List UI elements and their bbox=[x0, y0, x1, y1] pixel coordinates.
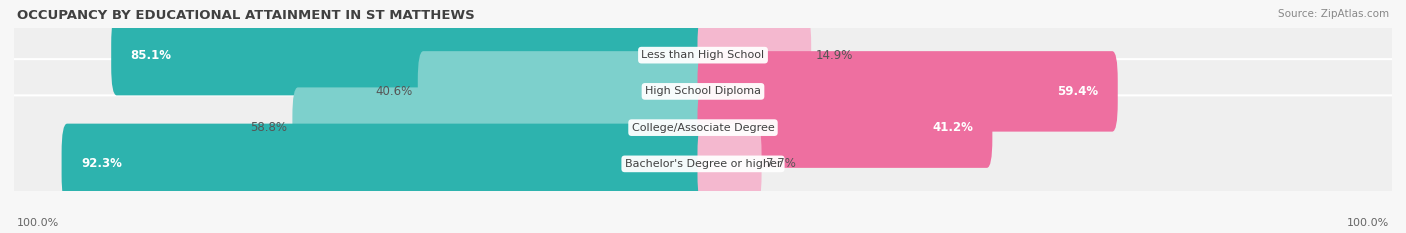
FancyBboxPatch shape bbox=[697, 87, 993, 168]
Text: 85.1%: 85.1% bbox=[131, 49, 172, 62]
FancyBboxPatch shape bbox=[111, 15, 709, 95]
FancyBboxPatch shape bbox=[4, 23, 1402, 160]
Text: College/Associate Degree: College/Associate Degree bbox=[631, 123, 775, 133]
Text: Less than High School: Less than High School bbox=[641, 50, 765, 60]
Text: 92.3%: 92.3% bbox=[82, 157, 122, 170]
FancyBboxPatch shape bbox=[4, 0, 1402, 124]
Text: 14.9%: 14.9% bbox=[815, 49, 853, 62]
Text: 100.0%: 100.0% bbox=[1347, 218, 1389, 228]
Text: Bachelor's Degree or higher: Bachelor's Degree or higher bbox=[624, 159, 782, 169]
Text: High School Diploma: High School Diploma bbox=[645, 86, 761, 96]
Text: 100.0%: 100.0% bbox=[17, 218, 59, 228]
Legend: Owner-occupied, Renter-occupied: Owner-occupied, Renter-occupied bbox=[575, 231, 831, 233]
FancyBboxPatch shape bbox=[4, 95, 1402, 232]
FancyBboxPatch shape bbox=[418, 51, 709, 132]
Text: OCCUPANCY BY EDUCATIONAL ATTAINMENT IN ST MATTHEWS: OCCUPANCY BY EDUCATIONAL ATTAINMENT IN S… bbox=[17, 9, 475, 22]
Text: 7.7%: 7.7% bbox=[766, 157, 796, 170]
FancyBboxPatch shape bbox=[62, 124, 709, 204]
Text: 41.2%: 41.2% bbox=[932, 121, 973, 134]
FancyBboxPatch shape bbox=[697, 15, 811, 95]
FancyBboxPatch shape bbox=[697, 124, 762, 204]
Text: Source: ZipAtlas.com: Source: ZipAtlas.com bbox=[1278, 9, 1389, 19]
FancyBboxPatch shape bbox=[4, 59, 1402, 196]
Text: 59.4%: 59.4% bbox=[1057, 85, 1098, 98]
FancyBboxPatch shape bbox=[292, 87, 709, 168]
Text: 58.8%: 58.8% bbox=[250, 121, 288, 134]
FancyBboxPatch shape bbox=[697, 51, 1118, 132]
Text: 40.6%: 40.6% bbox=[375, 85, 413, 98]
